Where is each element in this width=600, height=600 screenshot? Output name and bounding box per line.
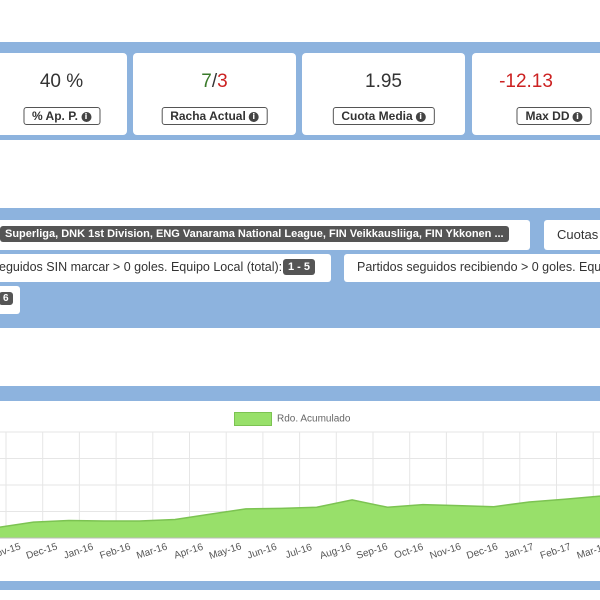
legend-label: Rdo. Acumulado (277, 413, 351, 425)
stat-value-racha: 7/3 (133, 71, 296, 93)
maxdd-value: -12.13 (499, 71, 553, 92)
sin-marcar-filter[interactable]: eguidos SIN marcar > 0 goles. Equipo Loc… (0, 254, 331, 282)
stat-label-maxdd-text: Max DD (525, 109, 570, 123)
racha-sep: / (211, 71, 218, 92)
stat-label-cuota-text: Cuota Media (341, 109, 413, 123)
stat-label-maxdd[interactable]: Max DD i (516, 107, 592, 125)
stat-value-cuota: 1.95 (365, 71, 402, 92)
sin-marcar-label: eguidos SIN marcar > 0 goles. Equipo Loc… (0, 260, 283, 274)
recibiendo-filter[interactable]: Partidos seguidos recibiendo > 0 goles. … (344, 254, 600, 282)
stat-label-cuota[interactable]: Cuota Media i (332, 107, 435, 125)
chart-legend[interactable]: Rdo. Acumulado (234, 412, 350, 426)
racha-losses: 3 (217, 71, 228, 92)
cuotas-filter[interactable]: Cuotas (544, 220, 600, 250)
stat-label-ap[interactable]: % Ap. P. i (22, 107, 101, 125)
stat-card-cuota: 1.95 Cuota Media i (302, 53, 465, 135)
stat-label-racha[interactable]: Racha Actual i (161, 107, 268, 125)
leagues-chip[interactable]: Superliga, DNK 1st Division, ENG Vanaram… (0, 226, 509, 242)
info-icon: i (81, 111, 92, 122)
stat-value-ap: 40 % (39, 71, 84, 92)
sin-marcar-chip[interactable]: 1 - 5 (283, 259, 316, 275)
stat-label-racha-text: Racha Actual (170, 109, 246, 123)
cuotas-label: Cuotas (557, 227, 599, 242)
recibiendo-label: Partidos seguidos recibiendo > 0 goles. … (357, 260, 600, 274)
extra-filter[interactable]: 6 (0, 286, 20, 314)
stat-card-maxdd: -12.13 Max DD i (472, 53, 600, 135)
corner-tab (0, 0, 14, 34)
leagues-filter[interactable]: Superliga, DNK 1st Division, ENG Vanaram… (0, 220, 530, 250)
stat-label-ap-text: % Ap. P. (31, 109, 79, 123)
stat-value-maxdd: -12.13 (472, 71, 580, 93)
stat-card-ap: 40 % % Ap. P. i (0, 53, 127, 135)
racha-wins: 7 (201, 71, 212, 92)
info-icon: i (415, 111, 426, 122)
stat-card-racha: 7/3 Racha Actual i (133, 53, 296, 135)
extra-chip[interactable]: 6 (0, 292, 13, 305)
info-icon: i (572, 111, 583, 122)
info-icon: i (248, 111, 259, 122)
chart-card (0, 401, 600, 581)
legend-swatch (234, 412, 272, 426)
